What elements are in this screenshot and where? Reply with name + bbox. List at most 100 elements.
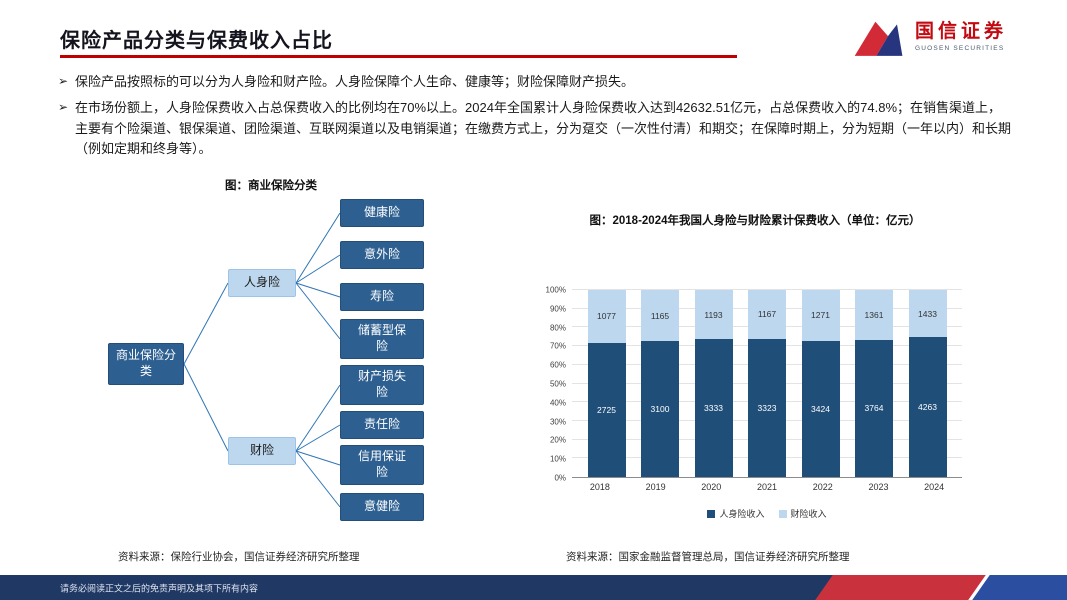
diagram-leaf-box: 财产损失 险 xyxy=(340,365,424,405)
bar-value-label: 3333 xyxy=(704,403,723,414)
bar-column: 1167 3323 xyxy=(748,290,786,477)
bar-segment-property-insurance: 1165 xyxy=(641,290,679,342)
logo-subtitle: GUOSEN SECURITIES xyxy=(915,45,1005,53)
bar-value-label: 1433 xyxy=(918,308,937,319)
legend-item: 人身险收入 xyxy=(707,507,765,520)
bar-value-label: 1167 xyxy=(757,309,777,320)
diagram-leaf-box: 储蓄型保 险 xyxy=(340,319,424,359)
y-tick-label: 50% xyxy=(549,379,566,389)
bullet-arrow-icon: ➢ xyxy=(58,99,69,114)
bar-value-label: 3100 xyxy=(650,404,670,415)
diagram-root-box: 商业保险分 类 xyxy=(108,343,184,385)
bullet-item: ➢ 在市场份额上，人身险保费收入占总保费收入的比例均在70%以上。2024年全国累… xyxy=(58,98,1014,160)
bullet-text: 保险产品按照标的可以分为人身险和财产险。人身险保障个人生命、健康等；财险保障财产… xyxy=(75,74,635,89)
chart-legend: 人身险收入 财险收入 xyxy=(572,507,962,520)
y-tick-label: 80% xyxy=(549,323,566,333)
bar-column: 1077 2725 xyxy=(587,290,626,477)
bar-column: 1361 3764 xyxy=(855,290,893,477)
bar-column: 1193 3333 xyxy=(694,290,733,477)
chart-y-axis: 0% 10% 20% 30% 40% 50% 60% 70% 80% 90% 100% xyxy=(530,286,566,483)
title-underline xyxy=(60,55,737,58)
logo-name: 国信证券 xyxy=(915,20,1008,42)
bar-value-label: 1193 xyxy=(704,309,723,320)
bar-value-label: 2725 xyxy=(597,404,616,415)
bar-segment-life-insurance: 3764 xyxy=(855,339,893,477)
y-tick-label: 30% xyxy=(549,417,566,427)
bullet-item: ➢ 保险产品按照标的可以分为人身险和财产险。人身险保障个人生命、健康等；财险保障财… xyxy=(58,72,1014,93)
y-tick-label: 70% xyxy=(549,341,566,351)
bar-value-label: 1271 xyxy=(811,310,830,321)
bar-segment-life-insurance: 2725 xyxy=(587,342,626,477)
x-tick-label: 2018 xyxy=(589,482,610,492)
footer-red-ribbon xyxy=(811,575,992,600)
bar-segment-property-insurance: 1271 xyxy=(801,290,840,341)
legend-label: 人身险收入 xyxy=(719,509,765,519)
bar-segment-property-insurance: 1361 xyxy=(855,290,893,340)
tree-connector-line xyxy=(295,254,341,284)
chart-x-axis: 2018 2019 2020 2021 2022 2023 2024 xyxy=(572,482,962,492)
classification-diagram: 商业保险分 类 人身险 健康险 意外险 寿险 储蓄型保 险财险 财产损失 险责任险 信用保证 … xyxy=(100,195,440,535)
bar-segment-property-insurance: 1077 xyxy=(587,290,626,343)
bar-segment-life-insurance: 3100 xyxy=(641,341,679,477)
tree-connector-line xyxy=(295,450,341,466)
chart-source-note: 资料来源：国家金融监督管理总局，国信证券经济研究所整理 xyxy=(566,551,850,563)
tree-connector-line xyxy=(183,363,229,452)
legend-swatch xyxy=(707,509,716,518)
bar-group: 1077 2725 1165 3100 1193 3333 1167 3323 1271 3424… xyxy=(572,290,962,477)
tree-connector-line xyxy=(295,424,341,452)
bar-segment-life-insurance: 4263 xyxy=(908,337,947,477)
bar-value-label: 3424 xyxy=(811,403,830,414)
bar-value-label: 1165 xyxy=(650,310,670,321)
bar-segment-life-insurance: 3323 xyxy=(748,338,786,477)
y-tick-label: 10% xyxy=(549,454,566,464)
bar-value-label: 4263 xyxy=(918,402,937,412)
diagram-leaf-box: 信用保证 险 xyxy=(340,445,424,485)
footer-disclaimer: 请务必阅读正文之后的免责声明及其项下所有内容 xyxy=(60,583,259,593)
bar-value-label: 1361 xyxy=(864,309,884,320)
chart-title: 图：2018-2024年我国人身险与财险累计保费收入（单位：亿元） xyxy=(589,215,921,227)
y-tick-label: 0% xyxy=(554,473,566,483)
tree-connector-line xyxy=(295,282,341,340)
bullet-list: ➢ 保险产品按照标的可以分为人身险和财产险。人身险保障个人生命、健康等；财险保障财… xyxy=(58,72,1014,165)
guosen-logo-icon xyxy=(854,21,903,56)
tree-connector-line xyxy=(295,212,341,284)
logo-text: 国信证券 GUOSEN SECURITIES xyxy=(915,20,1008,53)
bar-column: 1433 4263 xyxy=(908,290,947,477)
diagram-leaf-box: 意外险 xyxy=(340,241,424,269)
diagram-connector-lines xyxy=(183,212,341,508)
y-tick-label: 90% xyxy=(549,304,566,314)
x-tick-label: 2021 xyxy=(757,482,778,492)
bar-value-label: 3764 xyxy=(864,403,884,414)
bullet-text: 在市场份额上，人身险保费收入占总保费收入的比例均在70%以上。2024年全国累计… xyxy=(75,99,1012,157)
bar-value-label: 1077 xyxy=(597,311,616,322)
tree-connector-line xyxy=(295,384,341,452)
bar-column: 1165 3100 xyxy=(641,290,679,477)
bar-segment-property-insurance: 1433 xyxy=(908,290,947,338)
logo: 国信证券 GUOSEN SECURITIES xyxy=(852,16,1007,58)
bar-column: 1271 3424 xyxy=(801,290,840,477)
bullet-arrow-icon: ➢ xyxy=(58,74,69,88)
y-tick-label: 100% xyxy=(545,285,566,295)
legend-swatch xyxy=(778,509,787,518)
diagram-branch-box: 人身险 xyxy=(228,269,296,297)
x-tick-label: 2020 xyxy=(701,482,722,492)
y-tick-label: 40% xyxy=(549,398,566,408)
diagram-leaf-box: 意健险 xyxy=(340,493,424,521)
diagram-leaf-box: 责任险 xyxy=(340,411,424,439)
y-tick-label: 20% xyxy=(549,435,566,445)
diagram-title: 图：商业保险分类 xyxy=(225,180,317,192)
bar-segment-property-insurance: 1167 xyxy=(748,290,786,339)
x-tick-label: 2024 xyxy=(924,482,945,492)
diagram-branch-box: 财险 xyxy=(228,437,296,465)
bar-segment-life-insurance: 3424 xyxy=(801,340,840,477)
legend-label: 财险收入 xyxy=(790,509,827,519)
x-tick-label: 2023 xyxy=(868,482,889,492)
x-tick-label: 2022 xyxy=(812,482,833,492)
footer-bar: 请务必阅读正文之后的免责声明及其项下所有内容 xyxy=(0,575,1067,600)
legend-item: 财险收入 xyxy=(778,507,827,520)
tree-connector-line xyxy=(295,282,341,298)
x-tick-label: 2019 xyxy=(645,482,666,492)
bar-value-label: 3323 xyxy=(757,402,777,413)
bar-segment-property-insurance: 1193 xyxy=(694,290,733,340)
